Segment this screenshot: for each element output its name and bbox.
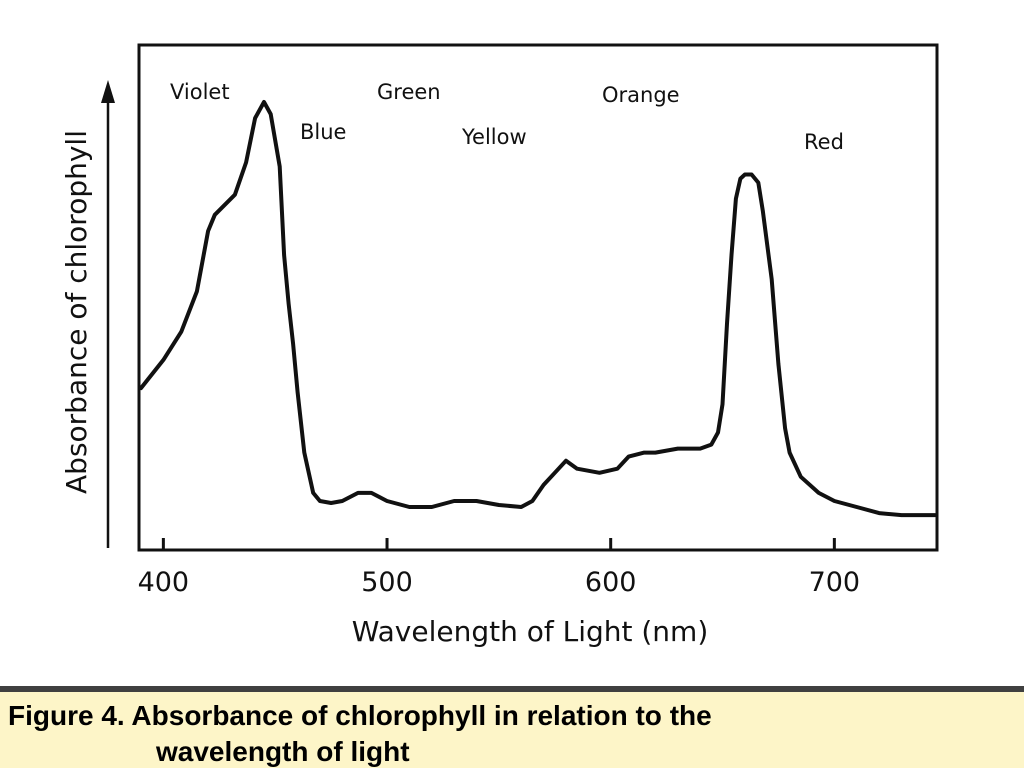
y-axis-title: Absorbance of chlorophyll [60, 130, 93, 494]
y-axis-arrowhead [101, 80, 115, 103]
band-label-green: Green [377, 80, 441, 104]
x-tick-label-700: 700 [809, 567, 861, 598]
caption-bar: Figure 4. Absorbance of chlorophyll in r… [0, 686, 1024, 768]
x-tick-label-600: 600 [585, 567, 637, 598]
x-axis-title: Wavelength of Light (nm) [352, 615, 709, 648]
band-label-yellow: Yellow [461, 125, 527, 149]
absorbance-curve [139, 100, 937, 518]
x-ticks: 400 500 600 700 [138, 538, 861, 598]
x-tick-label-400: 400 [138, 567, 190, 598]
x-tick-label-500: 500 [361, 567, 413, 598]
band-label-red: Red [804, 130, 844, 154]
caption-line-1: Figure 4. Absorbance of chlorophyll in r… [8, 700, 712, 731]
band-label-orange: Orange [602, 83, 680, 107]
chart: 400 500 600 700 Violet Blue Green Yellow Or… [60, 43, 939, 648]
caption-line-2: wavelength of light [156, 736, 410, 767]
figure-caption: Figure 4. Absorbance of chlorophyll in r… [8, 698, 1008, 770]
band-label-blue: Blue [300, 120, 346, 144]
plot-frame [137, 43, 939, 552]
band-label-violet: Violet [170, 80, 230, 104]
